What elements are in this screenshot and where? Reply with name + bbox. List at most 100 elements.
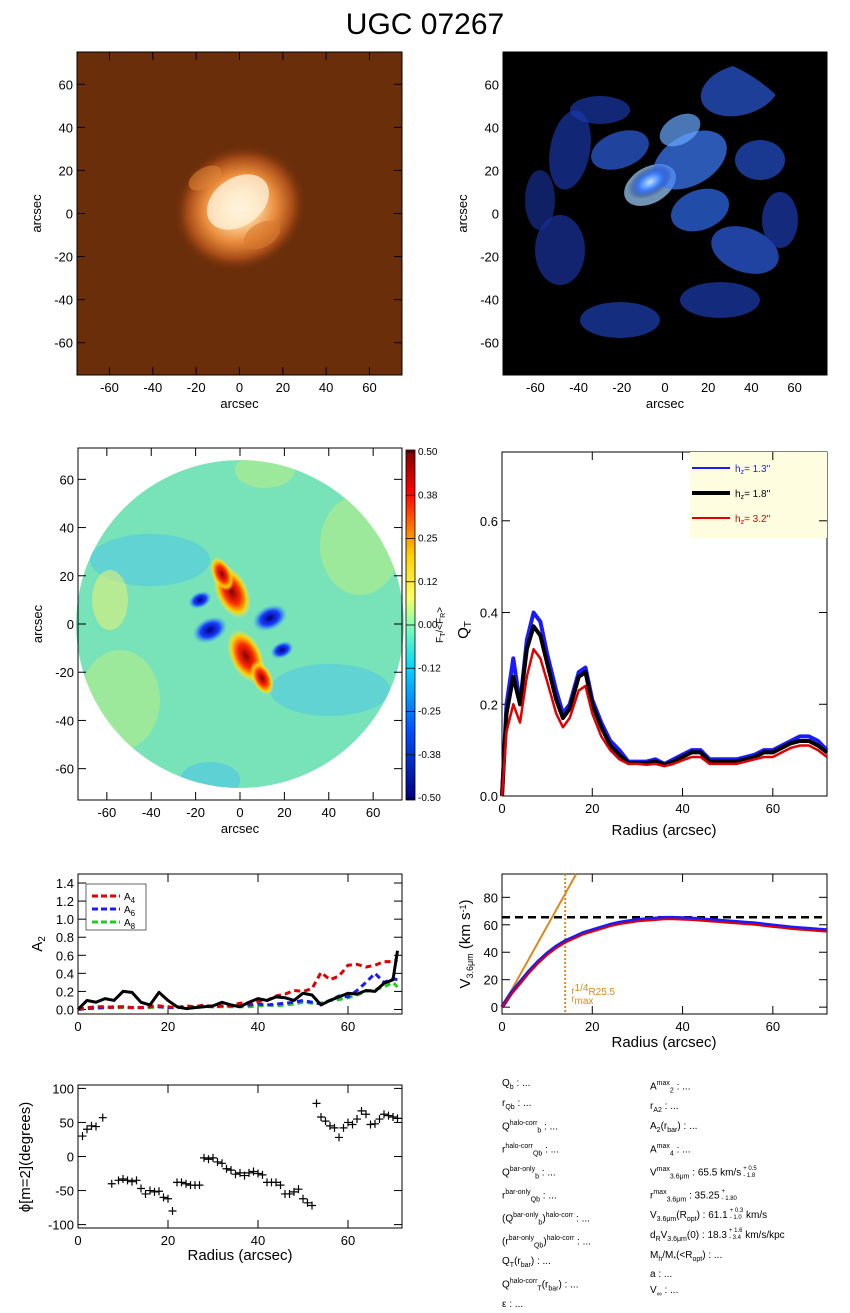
y-tick-label: 0 — [67, 617, 74, 632]
phase-point — [146, 1186, 154, 1195]
phase-point — [114, 1176, 123, 1185]
blue-emission-patch — [735, 140, 785, 180]
force-ratio-map — [76, 460, 404, 788]
x-tick-label: 20 — [161, 1233, 175, 1248]
blue-emission-patch — [580, 302, 660, 338]
x-tick-label: 20 — [161, 1019, 175, 1034]
x-tick-label: 40 — [322, 805, 336, 820]
y-tick-label: 40 — [484, 945, 498, 960]
x-tick-label: 40 — [675, 801, 689, 816]
phase-point — [393, 1114, 402, 1123]
phase-point — [218, 1159, 226, 1168]
colorbar-tick-label: 0.38 — [418, 490, 438, 501]
phase-point — [155, 1187, 163, 1196]
blue-emission-patch — [711, 226, 779, 274]
phase-point — [137, 1184, 145, 1193]
qt-legend-label: hz= 3.2'' — [735, 514, 770, 526]
x-axis-label: Radius (arcsec) — [187, 1247, 292, 1264]
phase-point — [389, 1113, 397, 1121]
phase-axes: 0 20 40 60 -100 -50 0 50 100 Radius (arcsec) ϕ[m=2… — [17, 1081, 402, 1264]
fourier-frame — [77, 873, 403, 1015]
colorbar-tick-label: 0.25 — [418, 534, 438, 545]
parameter-row: Amax2 : ... — [650, 1080, 691, 1095]
phase-point — [348, 1120, 357, 1129]
blue-emission-patch — [549, 110, 591, 190]
y-tick-label: 60 — [59, 77, 73, 92]
y-tick-label: -60 — [55, 762, 74, 777]
phase-point — [240, 1171, 249, 1180]
phase-point — [299, 1194, 307, 1203]
y-tick-label: -50 — [55, 1184, 74, 1199]
x-tick-label: 20 — [701, 380, 715, 395]
parameter-row: (rbar-onlyQb)halo-corr : ... — [502, 1235, 591, 1250]
x-tick-label: 20 — [276, 380, 290, 395]
galaxy-blue-structure — [525, 63, 798, 338]
phase-point — [258, 1170, 267, 1179]
rotation-curve-panel: 0 20 40 60 0 20 40 60 80 Radius (arcsec) V3.6μm (k… — [457, 873, 828, 1051]
blue-emission-patch — [525, 170, 555, 230]
y-tick-label: 60 — [485, 77, 499, 92]
blue-emission-patch — [762, 192, 798, 248]
phase-point — [335, 1133, 343, 1142]
x-tick-label: 0 — [498, 1019, 505, 1034]
x-tick-label: 40 — [744, 380, 758, 395]
galaxy-orange-blob — [173, 144, 307, 272]
x-tick-label: 40 — [251, 1233, 265, 1248]
parameter-row: A2(rbar) : ... — [650, 1120, 698, 1134]
phase-point — [276, 1181, 285, 1190]
phase-point — [380, 1110, 388, 1119]
phase-point — [366, 1120, 375, 1129]
colorbar-tick-label: -0.50 — [418, 793, 441, 804]
parameter-row: rbar-onlyQb : ... — [502, 1188, 557, 1204]
phase-point — [317, 1113, 325, 1121]
parameter-row: V3.6μm(Ropt) : 61.1 + 0.3- 1.0 km/s — [650, 1208, 768, 1224]
phase-point — [272, 1178, 280, 1187]
phase-point — [150, 1187, 159, 1196]
phase-point — [294, 1185, 303, 1194]
parameter-row: a : ... — [650, 1269, 673, 1281]
y-tick-label: 20 — [484, 973, 498, 988]
linear-rise-line — [501, 873, 578, 1008]
y-tick-label: -40 — [480, 293, 499, 308]
phase-point — [107, 1179, 116, 1188]
blue-core — [628, 164, 672, 200]
parameter-row: (Qbar-onlyb)halo-corr : ... — [502, 1212, 590, 1227]
y-tick-label: 40 — [60, 521, 74, 536]
y-tick-label: 0 — [66, 207, 73, 222]
phase-point — [98, 1113, 107, 1122]
x-tick-label: -20 — [187, 380, 206, 395]
phase-point — [141, 1189, 150, 1198]
y-tick-label: 1.0 — [56, 912, 74, 927]
rotation-axes: 0 20 40 60 0 20 40 60 80 Radius (arcsec) V3.6μm (k… — [457, 874, 827, 1051]
qt-series-line — [500, 624, 829, 797]
phase-point — [384, 1111, 393, 1120]
parameter-row: Qhalo-corrT(rbar) : ... — [502, 1278, 579, 1293]
y-tick-label: 80 — [484, 890, 498, 905]
y-tick-label: 0 — [492, 207, 499, 222]
phase-point — [195, 1181, 204, 1190]
y-tick-label: -100 — [48, 1218, 74, 1233]
blue-emission-patch — [570, 96, 630, 124]
rotation-series-line — [501, 918, 828, 1008]
phase-point — [83, 1125, 91, 1134]
force-ratio-axes: -60 -40 -20 0 20 40 60 -60 -40 -20 0 20 40 60 arcsec ar… — [30, 448, 402, 836]
phase-point — [168, 1206, 177, 1215]
x-axis-label: arcsec — [646, 396, 685, 411]
y-axis-label: arcsec — [29, 194, 44, 233]
qt-legend: hz= 1.3'' hz= 1.8'' hz= 3.2'' — [692, 464, 770, 526]
x-axis-label: arcsec — [221, 821, 260, 836]
phase-point — [177, 1178, 186, 1187]
blue-emission-patch — [591, 130, 649, 170]
phase-point — [182, 1179, 190, 1188]
parameter-row: rmax3.6μm : 35.25 + - 1.80 — [650, 1188, 737, 1204]
colorbar-tick-label: 0.50 — [418, 447, 438, 458]
page-title: UGC 07267 — [345, 8, 505, 41]
qt-axes: 0 20 40 60 0.0 0.2 0.4 0.6 Radius (arcsec) QT — [455, 452, 827, 839]
parameter-row: Qb : ... — [502, 1078, 531, 1091]
phase-point — [231, 1170, 240, 1179]
x-tick-label: 0 — [661, 380, 668, 395]
phase-point — [371, 1119, 379, 1128]
phase-point — [303, 1198, 312, 1207]
